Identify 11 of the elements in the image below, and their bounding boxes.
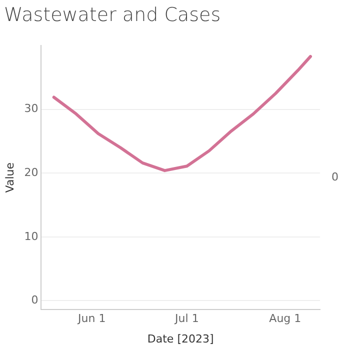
y-tick-label: 30 [24, 102, 38, 116]
x-tick-label: Jul 1 [174, 312, 199, 326]
chart-title: Wastewater and Cases [4, 4, 221, 26]
x-tick-label: Aug 1 [269, 312, 302, 326]
text: 0 [332, 170, 338, 184]
x-tick-label: Jun 1 [77, 312, 106, 326]
y-axis-title: Value [3, 162, 16, 193]
y-tick-label: 0 [31, 294, 38, 307]
x-axis-title: Date [2023] [147, 332, 214, 346]
y-tick-label: 20 [24, 166, 38, 179]
y-tick-label: 10 [24, 230, 38, 243]
